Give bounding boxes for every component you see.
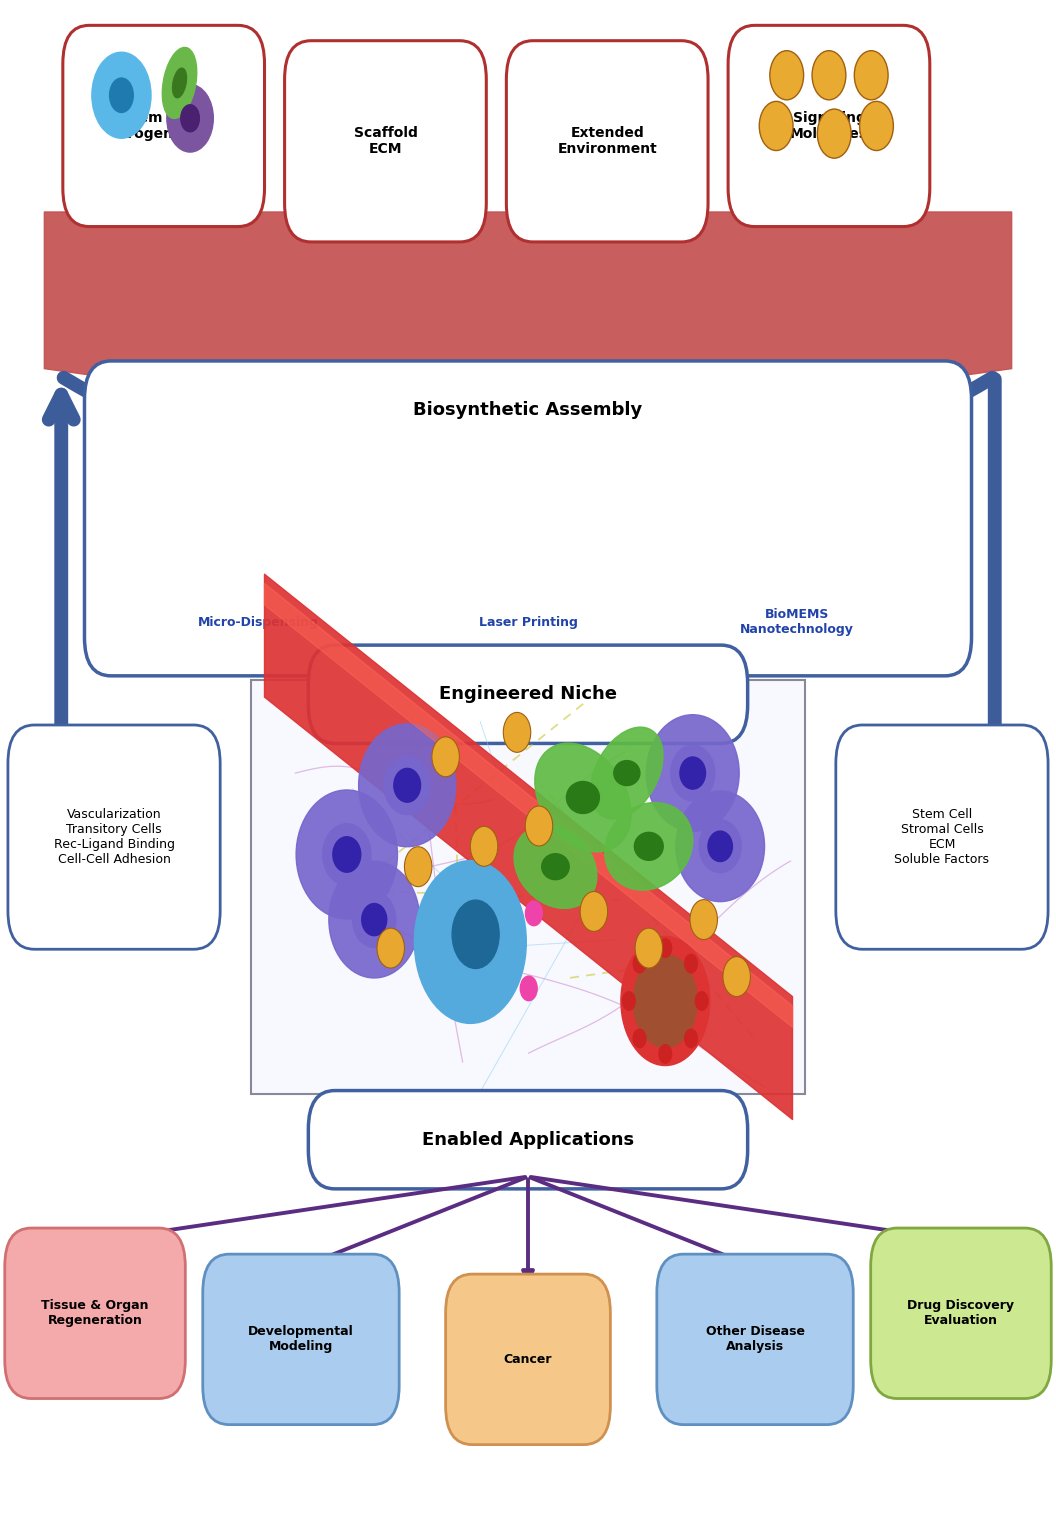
Text: Developmental
Modeling: Developmental Modeling bbox=[248, 1326, 354, 1353]
Circle shape bbox=[432, 737, 459, 777]
Ellipse shape bbox=[384, 756, 430, 814]
FancyBboxPatch shape bbox=[308, 645, 748, 743]
Ellipse shape bbox=[708, 831, 733, 862]
Text: Enabled Applications: Enabled Applications bbox=[422, 1130, 634, 1149]
Circle shape bbox=[817, 109, 851, 158]
Ellipse shape bbox=[359, 723, 456, 846]
Circle shape bbox=[580, 891, 607, 931]
Circle shape bbox=[414, 860, 526, 1023]
Ellipse shape bbox=[646, 714, 739, 831]
Text: Vascularization
Transitory Cells
Rec-Ligand Binding
Cell-Cell Adhesion: Vascularization Transitory Cells Rec-Lig… bbox=[54, 808, 174, 866]
Circle shape bbox=[690, 900, 717, 940]
Text: Stem Cells
Progenitors: Stem Cells Progenitors bbox=[117, 111, 210, 141]
FancyBboxPatch shape bbox=[203, 1253, 399, 1425]
FancyBboxPatch shape bbox=[251, 680, 805, 1094]
Ellipse shape bbox=[605, 802, 693, 891]
FancyBboxPatch shape bbox=[446, 1275, 610, 1444]
Ellipse shape bbox=[635, 833, 663, 860]
Circle shape bbox=[635, 928, 662, 968]
Ellipse shape bbox=[353, 892, 396, 948]
Circle shape bbox=[770, 51, 804, 100]
Text: Laser Printing: Laser Printing bbox=[478, 616, 578, 628]
Ellipse shape bbox=[566, 782, 600, 814]
Text: Drug Discovery
Evaluation: Drug Discovery Evaluation bbox=[907, 1299, 1015, 1327]
Circle shape bbox=[854, 51, 888, 100]
Text: Extended
Environment: Extended Environment bbox=[558, 126, 657, 157]
Circle shape bbox=[812, 51, 846, 100]
FancyBboxPatch shape bbox=[870, 1229, 1052, 1398]
Circle shape bbox=[470, 826, 497, 866]
Text: Cancer: Cancer bbox=[504, 1353, 552, 1366]
Ellipse shape bbox=[699, 820, 741, 872]
Text: Stem Cell
Stromal Cells
ECM
Soluble Factors: Stem Cell Stromal Cells ECM Soluble Fact… bbox=[894, 808, 989, 866]
Text: Tissue & Organ
Regeneration: Tissue & Organ Regeneration bbox=[41, 1299, 149, 1327]
Ellipse shape bbox=[394, 768, 420, 802]
Circle shape bbox=[634, 1029, 646, 1048]
Text: BioMEMS
Nanotechnology: BioMEMS Nanotechnology bbox=[740, 608, 854, 636]
Ellipse shape bbox=[163, 48, 196, 118]
Circle shape bbox=[181, 104, 200, 132]
Text: Biosynthetic Assembly: Biosynthetic Assembly bbox=[413, 401, 643, 419]
FancyBboxPatch shape bbox=[308, 1091, 748, 1189]
Circle shape bbox=[377, 928, 404, 968]
Text: Micro-Dispensing: Micro-Dispensing bbox=[199, 616, 319, 628]
Text: Scaffold
ECM: Scaffold ECM bbox=[354, 126, 417, 157]
Bar bbox=[90, 399, 966, 960]
Text: Engineered Niche: Engineered Niche bbox=[439, 685, 617, 703]
Circle shape bbox=[684, 954, 697, 972]
FancyBboxPatch shape bbox=[63, 26, 264, 226]
Circle shape bbox=[525, 806, 552, 846]
Circle shape bbox=[504, 713, 531, 753]
Circle shape bbox=[623, 992, 636, 1011]
Polygon shape bbox=[44, 212, 1012, 449]
Ellipse shape bbox=[680, 757, 705, 790]
FancyBboxPatch shape bbox=[657, 1253, 853, 1425]
Circle shape bbox=[659, 938, 672, 957]
Circle shape bbox=[452, 900, 499, 969]
Ellipse shape bbox=[514, 825, 597, 908]
Ellipse shape bbox=[362, 903, 386, 935]
Circle shape bbox=[723, 957, 751, 997]
Circle shape bbox=[621, 937, 710, 1066]
Circle shape bbox=[634, 954, 646, 972]
Circle shape bbox=[526, 902, 543, 926]
Ellipse shape bbox=[534, 743, 631, 852]
Ellipse shape bbox=[172, 68, 187, 98]
Circle shape bbox=[110, 78, 133, 112]
Ellipse shape bbox=[296, 790, 397, 919]
FancyBboxPatch shape bbox=[836, 725, 1048, 949]
Circle shape bbox=[521, 975, 538, 1000]
Circle shape bbox=[92, 52, 151, 138]
Circle shape bbox=[759, 101, 793, 151]
Circle shape bbox=[695, 992, 708, 1011]
Text: Other Disease
Analysis: Other Disease Analysis bbox=[705, 1326, 805, 1353]
Circle shape bbox=[634, 954, 697, 1048]
Ellipse shape bbox=[333, 837, 361, 872]
Ellipse shape bbox=[323, 823, 371, 885]
Circle shape bbox=[860, 101, 893, 151]
FancyBboxPatch shape bbox=[506, 40, 708, 243]
Circle shape bbox=[659, 1044, 672, 1063]
Ellipse shape bbox=[590, 727, 663, 819]
FancyBboxPatch shape bbox=[8, 725, 221, 949]
Circle shape bbox=[684, 1029, 697, 1048]
Text: Signaling
Molecules: Signaling Molecules bbox=[790, 111, 868, 141]
Ellipse shape bbox=[671, 745, 715, 800]
Circle shape bbox=[167, 84, 213, 152]
Ellipse shape bbox=[542, 854, 569, 880]
FancyBboxPatch shape bbox=[285, 40, 486, 243]
FancyBboxPatch shape bbox=[84, 361, 972, 676]
Ellipse shape bbox=[328, 862, 419, 978]
FancyBboxPatch shape bbox=[4, 1229, 186, 1398]
FancyBboxPatch shape bbox=[729, 26, 930, 226]
Ellipse shape bbox=[614, 760, 640, 785]
Circle shape bbox=[404, 846, 432, 886]
Ellipse shape bbox=[676, 791, 765, 902]
